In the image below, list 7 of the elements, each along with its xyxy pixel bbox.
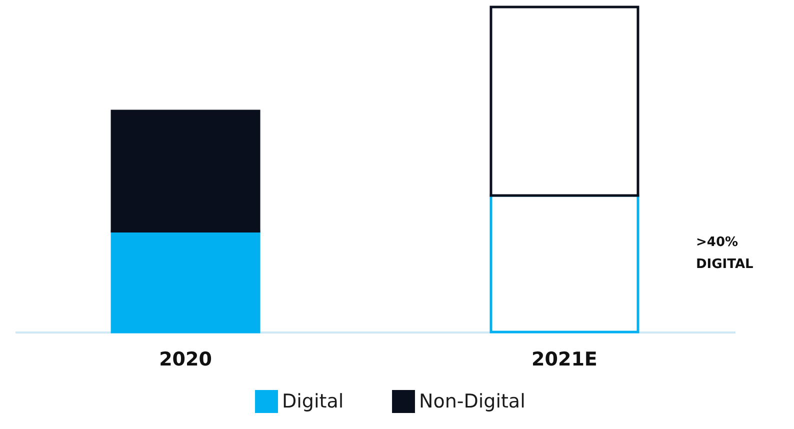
- legend-label: Digital: [282, 390, 344, 413]
- bar: [110, 230, 260, 334]
- x-tick-label: 2020: [159, 348, 212, 370]
- legend-label: Non-Digital: [419, 390, 526, 413]
- bar: [110, 110, 260, 232]
- annotation: >40% DIGITAL: [696, 235, 754, 272]
- x-tick-label: 2021E: [532, 348, 598, 370]
